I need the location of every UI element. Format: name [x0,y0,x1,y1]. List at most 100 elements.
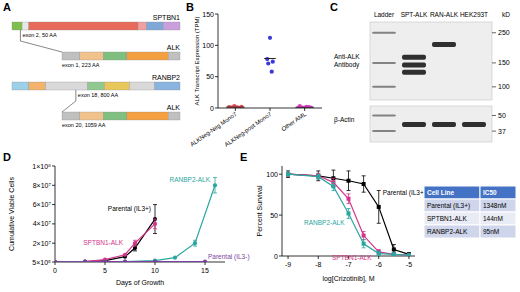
table-cell [480,199,516,212]
y-tick-label: 2×10⁷ [33,240,52,247]
error-cap [331,182,335,183]
series-label: RANBP2-ALK [304,219,345,226]
series-label: SPTBN1-ALK [83,239,123,246]
panel-letter: C [330,1,338,13]
antibody-label: β-Actin [334,116,355,124]
plot-area [226,36,314,108]
error-cap [316,174,320,175]
junction-label: exon 20, 1059 AA [62,122,106,128]
error-cap [377,251,381,252]
error-cap [316,180,320,181]
junction-label: exon 18, 800 AA [78,92,119,98]
error-cap [133,246,137,247]
error-cap [133,250,137,251]
data-point [213,183,217,187]
x-tick-label: -8 [315,261,321,268]
partner-domain [163,22,180,30]
data-point [173,256,177,260]
series-line [288,174,409,255]
data-point [83,259,87,262]
x-tick-label: 0 [53,267,57,274]
antibody-label-line: β-Actin [334,116,355,124]
error-cap [153,219,157,220]
error-cap [153,204,157,205]
data-point [123,260,127,262]
y-tick [279,215,282,216]
data-point [55,260,57,262]
series-line [55,224,155,262]
blot-band [402,70,426,75]
x-tick [318,256,319,259]
x-tick [105,262,106,265]
x-tick-label: ALKNeg-post Mono7 [224,111,274,148]
partner-domain [155,82,180,90]
error-cap [316,179,320,180]
lane-label: SPT-ALK [401,11,428,18]
x-tick [378,256,379,259]
data-point [203,260,207,262]
blot-membrane [370,106,492,142]
y-tick-label: 150 [202,11,214,18]
error-cap [392,244,396,245]
table-cell [424,199,480,212]
lane-label: Ladder [374,11,395,18]
x-tick-label: -9 [285,261,291,268]
blot-band [402,62,426,67]
y-axis-title: Cumulative Viable Cells [8,177,15,251]
x-tick [235,108,236,111]
gene-name: SPTBN1 [153,14,180,21]
table-text: Parental (IL3+) [427,202,470,210]
table-cell [424,225,480,238]
data-point [407,253,411,256]
error-cap [193,240,197,241]
partner-domain [46,82,88,90]
table-header-cell [424,186,480,199]
marker-tick [492,62,496,63]
data-point [55,260,57,262]
antibody-label: Anti-ALKAntibody [334,53,360,69]
antibody-label-line: Anti-ALK [334,53,360,60]
blot-band [372,32,396,34]
fusion-connector [62,90,76,112]
alk-domain [168,112,180,120]
series-line [55,185,215,262]
data-point [377,205,381,209]
alk-domain [127,52,168,60]
error-cap [362,239,366,240]
y-tick [52,166,55,167]
data-point [268,36,272,40]
data-point [407,252,411,256]
data-point [347,179,351,183]
data-point [103,260,107,262]
data-point [316,175,320,179]
blot-band [462,122,486,127]
series-line [288,174,409,255]
y-axis-title: Percent Survival [256,185,263,236]
data-point [123,253,127,257]
data-point [270,70,274,74]
data-point [123,259,127,262]
y-tick-label: 4×10⁷ [33,220,52,227]
error-cap [331,170,335,171]
y-tick [279,256,282,257]
marker-label: 37 [498,128,506,135]
y-axis [218,14,219,108]
partner-domain [22,22,29,30]
partner-domain [104,82,129,90]
error-cap [133,240,137,241]
table-text: RANBP2-ALK [427,228,468,235]
table-cell [480,212,516,225]
data-point [55,260,57,262]
table-header-cell [480,186,516,199]
table-text: SPTBN1-ALK [427,215,467,222]
data-point [153,260,157,262]
gene-name: RANBP2 [152,74,180,81]
data-point [103,260,107,262]
marker-tick [492,32,496,33]
error-cap [362,231,366,232]
series-label: Parental (IL3-) [208,253,250,261]
x-axis-title: Days of Growth [116,279,164,287]
data-point [362,182,366,186]
error-cap [347,218,351,219]
y-tick-label: 100 [266,171,278,178]
